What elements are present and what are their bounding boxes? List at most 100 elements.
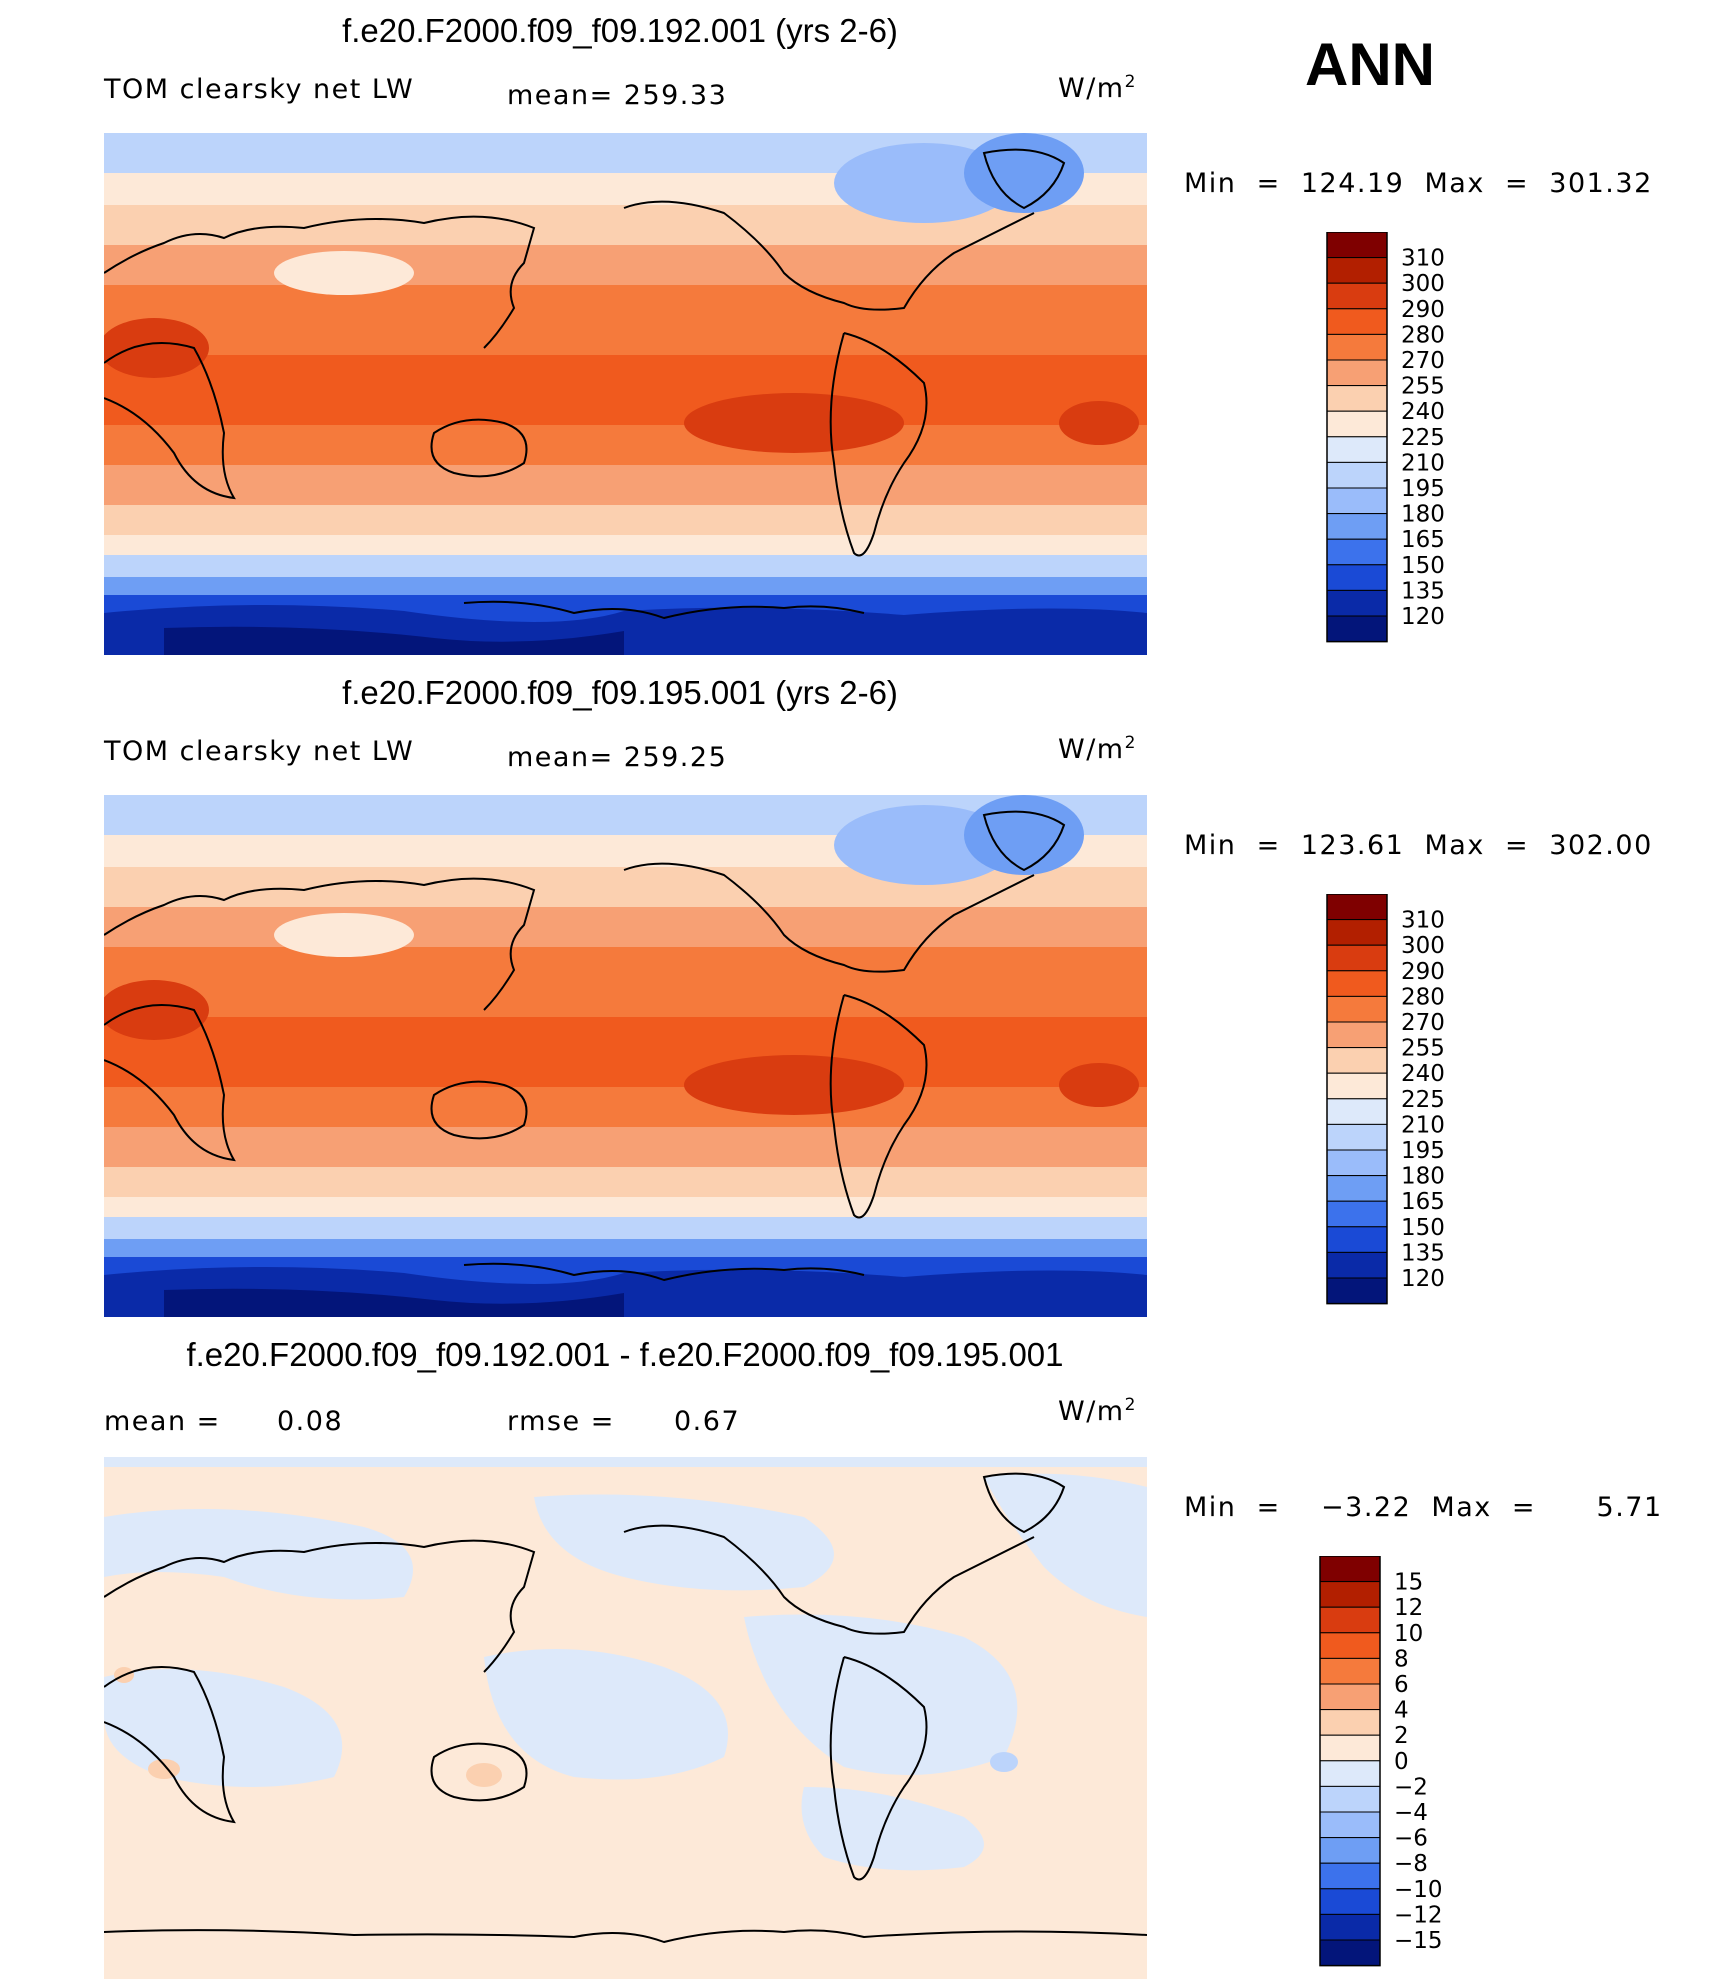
panel-3-rmse-label: rmse = (507, 1406, 615, 1437)
colorbar-1-label-8: 210 (1401, 450, 1445, 476)
colorbar-1-label-12: 150 (1401, 553, 1445, 579)
colorbar-1-swatch-4 (1326, 333, 1388, 361)
panel-2-variable: TOM clearsky net LW (104, 736, 415, 767)
colorbar-2-swatch-11 (1326, 1175, 1388, 1202)
colorbar-2-label-11: 165 (1401, 1189, 1445, 1215)
panel-1-mean: mean= 259.33 (507, 80, 728, 111)
colorbar-3-label-0: 15 (1394, 1570, 1423, 1596)
colorbar-1-swatch-12 (1326, 538, 1388, 566)
colorbar-2-swatch-12 (1326, 1200, 1388, 1228)
colorbar-1-label-14: 120 (1401, 604, 1445, 630)
colorbar-3-label-2: 10 (1394, 1621, 1423, 1647)
colorbar-2-swatch-2 (1326, 944, 1388, 972)
colorbar-3-label-4: 6 (1394, 1672, 1409, 1698)
colorbar-3-swatch-9 (1319, 1785, 1381, 1813)
panel-1-colorbar: 3103002902802702552402252101951801651501… (1326, 232, 1445, 643)
colorbar-3-label-13: −12 (1394, 1902, 1443, 1928)
colorbar-3-label-11: −8 (1394, 1851, 1428, 1877)
colorbar-3-swatch-3 (1319, 1632, 1381, 1659)
colorbar-1-label-4: 270 (1401, 348, 1445, 374)
panel-2-colorbar: 3103002902802702552402252101951801651501… (1326, 894, 1445, 1305)
colorbar-1-label-3: 280 (1401, 322, 1445, 348)
colorbar-2-swatch-7 (1326, 1072, 1388, 1100)
colorbar-3-swatch-1 (1319, 1581, 1381, 1608)
colorbar-3-swatch-7 (1319, 1734, 1381, 1762)
colorbar-2-label-2: 290 (1401, 959, 1445, 985)
colorbar-1-swatch-11 (1326, 513, 1388, 540)
colorbar-2-label-3: 280 (1401, 984, 1445, 1010)
colorbar-1-swatch-8 (1326, 436, 1388, 463)
colorbar-2-swatch-5 (1326, 1021, 1388, 1049)
panel-3-title: f.e20.F2000.f09_f09.192.001 - f.e20.F200… (186, 1336, 1064, 1373)
colorbar-2-swatch-10 (1326, 1149, 1388, 1177)
colorbar-3-swatch-12 (1319, 1862, 1381, 1890)
colorbar-2-swatch-14 (1326, 1251, 1388, 1279)
colorbar-1-swatch-10 (1326, 487, 1388, 515)
colorbar-3-swatch-11 (1319, 1837, 1381, 1864)
colorbar-2-swatch-6 (1326, 1047, 1388, 1074)
colorbar-1-label-9: 195 (1401, 476, 1445, 502)
colorbar-1-swatch-15 (1326, 615, 1388, 643)
colorbar-3-label-7: 0 (1394, 1749, 1409, 1775)
panel-2-mean: mean= 259.25 (507, 742, 728, 773)
panel-2-title: f.e20.F2000.f09_f09.195.001 (yrs 2-6) (342, 674, 898, 711)
colorbar-1-swatch-0 (1326, 232, 1388, 259)
colorbar-2-label-6: 240 (1401, 1061, 1445, 1087)
panel-1-minmax: Min = 124.19 Max = 301.32 (1184, 168, 1653, 199)
colorbar-3-swatch-14 (1319, 1913, 1381, 1941)
panel-2-map (104, 795, 1147, 1317)
colorbar-1-swatch-14 (1326, 589, 1388, 617)
colorbar-1-swatch-13 (1326, 564, 1388, 591)
colorbar-2-label-13: 135 (1401, 1240, 1445, 1266)
colorbar-2-swatch-1 (1326, 919, 1388, 946)
colorbar-1-swatch-2 (1326, 282, 1388, 310)
colorbar-2-swatch-4 (1326, 995, 1388, 1023)
colorbar-3-label-3: 8 (1394, 1646, 1409, 1672)
panel-3-mean-value: 0.08 (277, 1406, 344, 1437)
colorbar-2-swatch-13 (1326, 1226, 1388, 1253)
colorbar-1-swatch-9 (1326, 461, 1388, 489)
colorbar-3-swatch-6 (1319, 1709, 1381, 1736)
colorbar-2-label-0: 310 (1401, 908, 1445, 934)
colorbar-1-label-2: 290 (1401, 297, 1445, 323)
colorbar-2-label-14: 120 (1401, 1266, 1445, 1292)
colorbar-2-label-1: 300 (1401, 933, 1445, 959)
colorbar-1-swatch-1 (1326, 257, 1388, 284)
panel-3-minmax: Min = −3.22 Max = 5.71 (1184, 1492, 1663, 1523)
panel-1-map (104, 133, 1147, 655)
colorbar-1-label-11: 165 (1401, 527, 1445, 553)
colorbar-3-label-12: −10 (1394, 1877, 1443, 1903)
colorbar-2-label-5: 255 (1401, 1036, 1445, 1062)
colorbar-3-label-8: −2 (1394, 1774, 1428, 1800)
colorbar-3-label-14: −15 (1394, 1928, 1443, 1954)
panel-2-minmax: Min = 123.61 Max = 302.00 (1184, 830, 1653, 861)
colorbar-3-swatch-15 (1319, 1939, 1381, 1967)
colorbar-2-label-9: 195 (1401, 1138, 1445, 1164)
colorbar-1-swatch-6 (1326, 385, 1388, 412)
panel-1-units: W/m2 (1058, 72, 1137, 104)
colorbar-2-swatch-0 (1326, 894, 1388, 921)
colorbar-3-swatch-0 (1319, 1556, 1381, 1583)
colorbar-3-swatch-8 (1319, 1760, 1381, 1787)
panel-3-rmse-value: 0.67 (674, 1406, 741, 1437)
colorbar-1-label-0: 310 (1401, 246, 1445, 272)
colorbar-2-swatch-3 (1326, 970, 1388, 997)
colorbar-3-label-1: 12 (1394, 1595, 1423, 1621)
colorbar-2-swatch-8 (1326, 1098, 1388, 1125)
panel-1-variable: TOM clearsky net LW (104, 74, 415, 105)
colorbar-2-swatch-15 (1326, 1277, 1388, 1305)
colorbar-1-label-10: 180 (1401, 502, 1445, 528)
colorbar-3-swatch-10 (1319, 1811, 1381, 1839)
colorbar-3-label-5: 4 (1394, 1698, 1409, 1724)
colorbar-1-swatch-5 (1326, 359, 1388, 387)
colorbar-2-label-10: 180 (1401, 1164, 1445, 1190)
colorbar-3-swatch-5 (1319, 1683, 1381, 1711)
colorbar-1-label-7: 225 (1401, 425, 1445, 451)
colorbar-1-swatch-3 (1326, 308, 1388, 335)
panel-2-units: W/m2 (1058, 733, 1137, 765)
colorbar-2-label-12: 150 (1401, 1215, 1445, 1241)
colorbar-1-label-5: 255 (1401, 374, 1445, 400)
colorbar-3-swatch-4 (1319, 1657, 1381, 1685)
colorbar-3-label-10: −6 (1394, 1826, 1428, 1852)
colorbar-2-label-8: 210 (1401, 1112, 1445, 1138)
